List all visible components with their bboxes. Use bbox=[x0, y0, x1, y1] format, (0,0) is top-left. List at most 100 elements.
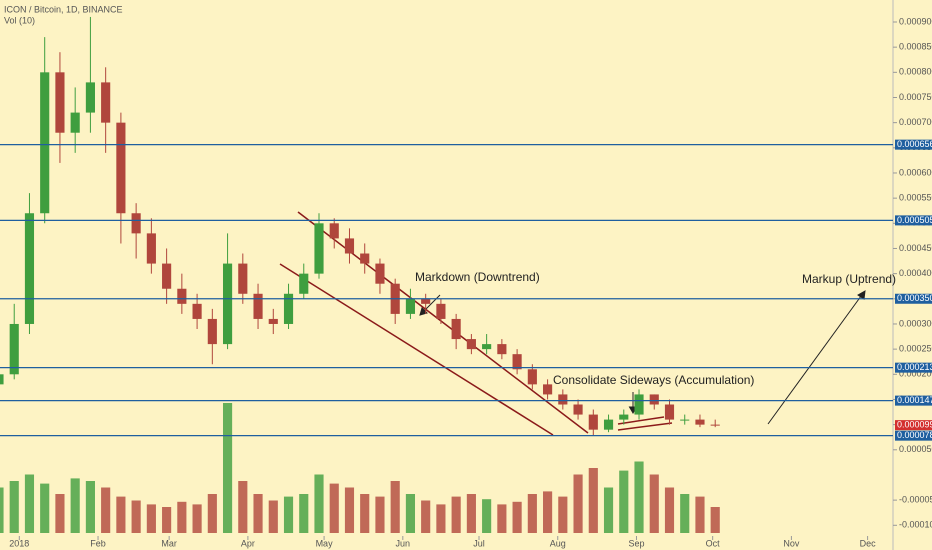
candle-body bbox=[588, 414, 598, 430]
volume-bar bbox=[512, 501, 522, 533]
volume-bar bbox=[588, 468, 598, 533]
candle-body bbox=[619, 414, 629, 420]
candle-body bbox=[253, 293, 263, 319]
y-tick-label: -0.0001000 bbox=[899, 520, 932, 530]
x-tick-label: Nov bbox=[783, 538, 800, 548]
volume-bar bbox=[695, 496, 705, 533]
candle-body bbox=[299, 273, 309, 294]
candle-body bbox=[512, 354, 522, 370]
volume-bar bbox=[116, 496, 126, 533]
candle-body bbox=[162, 263, 172, 289]
y-tick-label: 0.0007500 bbox=[899, 92, 932, 102]
y-tick-label: 0.0006000 bbox=[899, 167, 932, 177]
volume-bar bbox=[329, 483, 339, 533]
price-tag bbox=[895, 293, 932, 304]
volume-bar bbox=[466, 494, 476, 533]
candle-body bbox=[344, 238, 355, 254]
candle-body bbox=[375, 263, 385, 284]
candle-body bbox=[177, 288, 187, 304]
y-tick-label: 0.0008500 bbox=[899, 42, 932, 52]
volume-bar bbox=[146, 504, 156, 533]
y-tick-label: 0.0002000 bbox=[899, 369, 932, 379]
candle-body bbox=[405, 298, 416, 314]
candle-body bbox=[436, 303, 446, 319]
volume-bar bbox=[497, 504, 507, 533]
price-tag bbox=[895, 430, 932, 441]
volume-bar bbox=[24, 474, 35, 533]
candle-body bbox=[146, 233, 156, 264]
x-tick-label: Jul bbox=[473, 538, 485, 548]
candle-body bbox=[680, 419, 690, 421]
candle-body bbox=[222, 263, 233, 345]
annotation: Markdown (Downtrend) bbox=[415, 270, 540, 284]
price-tag-label: 0.0006563 bbox=[897, 139, 932, 149]
y-tick-label: 0.0005500 bbox=[899, 193, 932, 203]
price-tag bbox=[895, 362, 932, 373]
candle-body bbox=[497, 344, 507, 355]
candle-body bbox=[0, 374, 4, 385]
candle-body bbox=[543, 384, 553, 395]
volume-bar bbox=[9, 481, 19, 533]
candle-body bbox=[238, 263, 248, 294]
candle-body bbox=[664, 404, 675, 420]
candle-body bbox=[482, 344, 492, 350]
volume-bar bbox=[131, 500, 141, 533]
volume-bar bbox=[101, 487, 111, 533]
volume-bar bbox=[222, 403, 233, 533]
y-tick-label: 0.0004000 bbox=[899, 268, 932, 278]
x-tick-label: Aug bbox=[550, 538, 566, 548]
candle-body bbox=[466, 339, 476, 350]
volume-bar bbox=[177, 501, 187, 533]
volume-bar bbox=[360, 494, 370, 533]
volume-bar bbox=[421, 500, 431, 533]
volume-bar bbox=[558, 496, 568, 533]
volume-bar bbox=[375, 496, 385, 533]
candle-body bbox=[192, 303, 202, 319]
price-tag-label: 0.0005058 bbox=[897, 215, 932, 225]
candle-body bbox=[695, 419, 705, 425]
volume-bar bbox=[543, 491, 553, 533]
volume-bar bbox=[451, 496, 461, 533]
price-tag bbox=[895, 395, 932, 406]
candle-body bbox=[314, 223, 324, 274]
price-tag-label: 0.0002132 bbox=[897, 362, 932, 372]
volume-bar bbox=[482, 499, 492, 533]
x-tick-label: Mar bbox=[161, 538, 177, 548]
volume-bar bbox=[85, 481, 95, 533]
volume-bar bbox=[70, 478, 80, 533]
volume-bar bbox=[436, 504, 446, 533]
last-price-tag bbox=[895, 420, 932, 431]
candle-body bbox=[527, 369, 537, 385]
volume-bar bbox=[55, 494, 65, 533]
candle-body bbox=[329, 223, 339, 239]
volume-bar bbox=[710, 507, 720, 533]
volume-bar bbox=[405, 494, 416, 533]
price-tag-label: 0.0000781 bbox=[897, 430, 932, 440]
price-tag bbox=[895, 139, 932, 150]
volume-bar bbox=[299, 494, 309, 533]
candle-body bbox=[634, 394, 644, 415]
volume-bar bbox=[207, 494, 217, 533]
x-tick-label: Apr bbox=[241, 538, 255, 548]
chart-title: ICON / Bitcoin, 1D, BINANCE bbox=[4, 4, 123, 14]
volume-bar bbox=[268, 500, 278, 533]
y-tick-label: 0.0008000 bbox=[899, 67, 932, 77]
candle-body bbox=[207, 318, 217, 345]
candle-body bbox=[710, 424, 720, 426]
y-tick-label: 0.0004500 bbox=[899, 243, 932, 253]
volume-bar bbox=[253, 494, 263, 533]
volume-bar bbox=[527, 494, 537, 533]
annotation: Markup (Uptrend) bbox=[802, 272, 896, 286]
volume-bar bbox=[238, 481, 248, 533]
volume-bar bbox=[680, 494, 690, 533]
x-tick-label: Dec bbox=[860, 538, 877, 548]
x-tick-label: Feb bbox=[90, 538, 106, 548]
candle-body bbox=[101, 82, 111, 123]
annotation: Consolidate Sideways (Accumulation) bbox=[553, 373, 754, 387]
volume-bar bbox=[603, 487, 614, 533]
candle-body bbox=[268, 318, 278, 324]
candle-body bbox=[24, 213, 35, 324]
volume-bar bbox=[283, 496, 294, 533]
volume-bar bbox=[314, 474, 324, 533]
